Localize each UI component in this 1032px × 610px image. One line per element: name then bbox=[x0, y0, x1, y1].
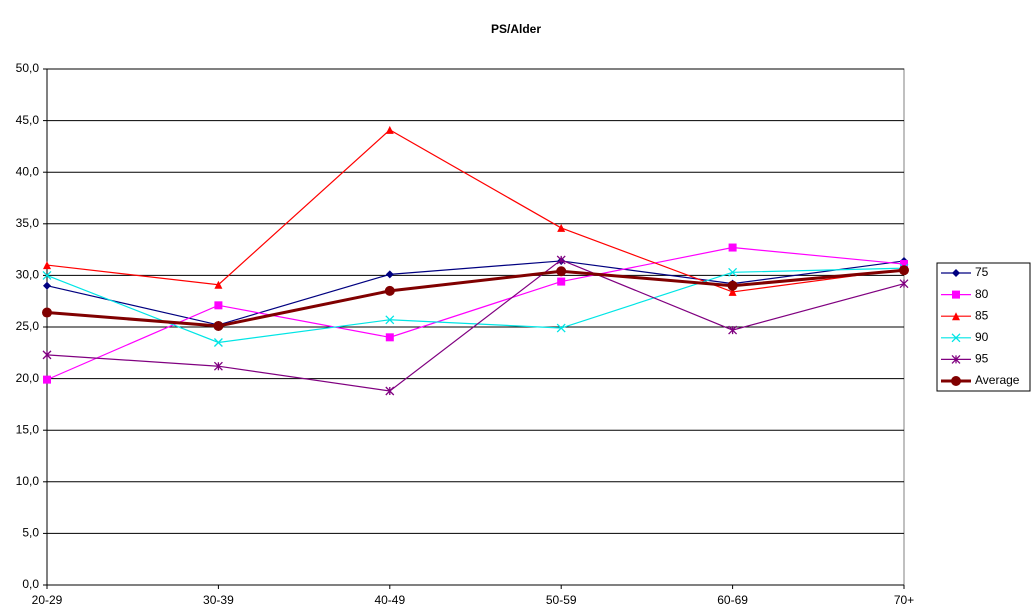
marker bbox=[951, 333, 961, 343]
series-line bbox=[46, 260, 905, 326]
marker bbox=[42, 270, 52, 280]
legend-label: 90 bbox=[975, 330, 989, 344]
marker bbox=[727, 280, 738, 291]
marker bbox=[43, 375, 51, 384]
x-tick-label: 50-59 bbox=[546, 593, 577, 607]
marker bbox=[213, 361, 223, 371]
legend-label: Average bbox=[975, 373, 1020, 387]
series-line bbox=[46, 259, 905, 392]
y-tick-label: 40,0 bbox=[16, 164, 40, 178]
y-tick-label: 0,0 bbox=[22, 577, 39, 591]
x-tick-label: 60-69 bbox=[717, 593, 748, 607]
marker bbox=[951, 354, 961, 364]
marker bbox=[42, 350, 52, 360]
series-line bbox=[46, 268, 905, 328]
marker bbox=[43, 261, 51, 270]
series-line bbox=[46, 129, 905, 293]
legend-label: 95 bbox=[975, 352, 989, 366]
legend-label: 80 bbox=[975, 287, 989, 301]
marker bbox=[42, 307, 52, 318]
marker bbox=[385, 333, 394, 342]
marker bbox=[728, 243, 737, 252]
y-tick-label: 50,0 bbox=[16, 61, 40, 75]
marker bbox=[557, 223, 566, 232]
marker bbox=[899, 279, 909, 289]
marker bbox=[384, 285, 395, 296]
y-tick-label: 30,0 bbox=[16, 268, 40, 282]
series-line bbox=[46, 246, 905, 381]
x-tick-label: 40-49 bbox=[374, 593, 405, 607]
chart-title: PS/Alder bbox=[491, 22, 541, 36]
marker bbox=[385, 386, 395, 396]
y-tick-label: 25,0 bbox=[16, 319, 40, 333]
marker bbox=[556, 266, 567, 277]
marker bbox=[728, 287, 737, 296]
marker bbox=[385, 315, 395, 325]
marker bbox=[557, 277, 566, 286]
marker bbox=[556, 323, 566, 333]
marker bbox=[899, 265, 909, 276]
y-tick-label: 15,0 bbox=[16, 422, 40, 436]
marker bbox=[951, 376, 961, 386]
y-tick-label: 20,0 bbox=[16, 371, 40, 385]
marker bbox=[43, 281, 51, 290]
marker bbox=[385, 270, 394, 279]
y-tick-label: 10,0 bbox=[16, 474, 40, 488]
marker bbox=[556, 255, 566, 265]
x-tick-label: 70+ bbox=[894, 593, 914, 607]
y-tick-label: 45,0 bbox=[16, 113, 40, 127]
x-tick-label: 20-29 bbox=[32, 593, 63, 607]
marker bbox=[728, 325, 738, 335]
y-tick-label: 35,0 bbox=[16, 216, 40, 230]
legend-box bbox=[936, 262, 1031, 392]
legend-label: 85 bbox=[975, 308, 989, 322]
marker bbox=[214, 301, 223, 310]
marker bbox=[728, 267, 738, 277]
marker bbox=[214, 280, 223, 289]
marker bbox=[952, 312, 960, 321]
y-tick-label: 5,0 bbox=[22, 526, 39, 540]
marker bbox=[952, 290, 960, 299]
legend-label: 75 bbox=[975, 265, 989, 279]
marker bbox=[213, 320, 224, 331]
x-tick-label: 30-39 bbox=[203, 593, 234, 607]
marker bbox=[900, 260, 908, 269]
marker bbox=[213, 338, 223, 347]
series-line bbox=[46, 267, 905, 344]
marker bbox=[952, 269, 960, 277]
marker bbox=[385, 125, 394, 134]
